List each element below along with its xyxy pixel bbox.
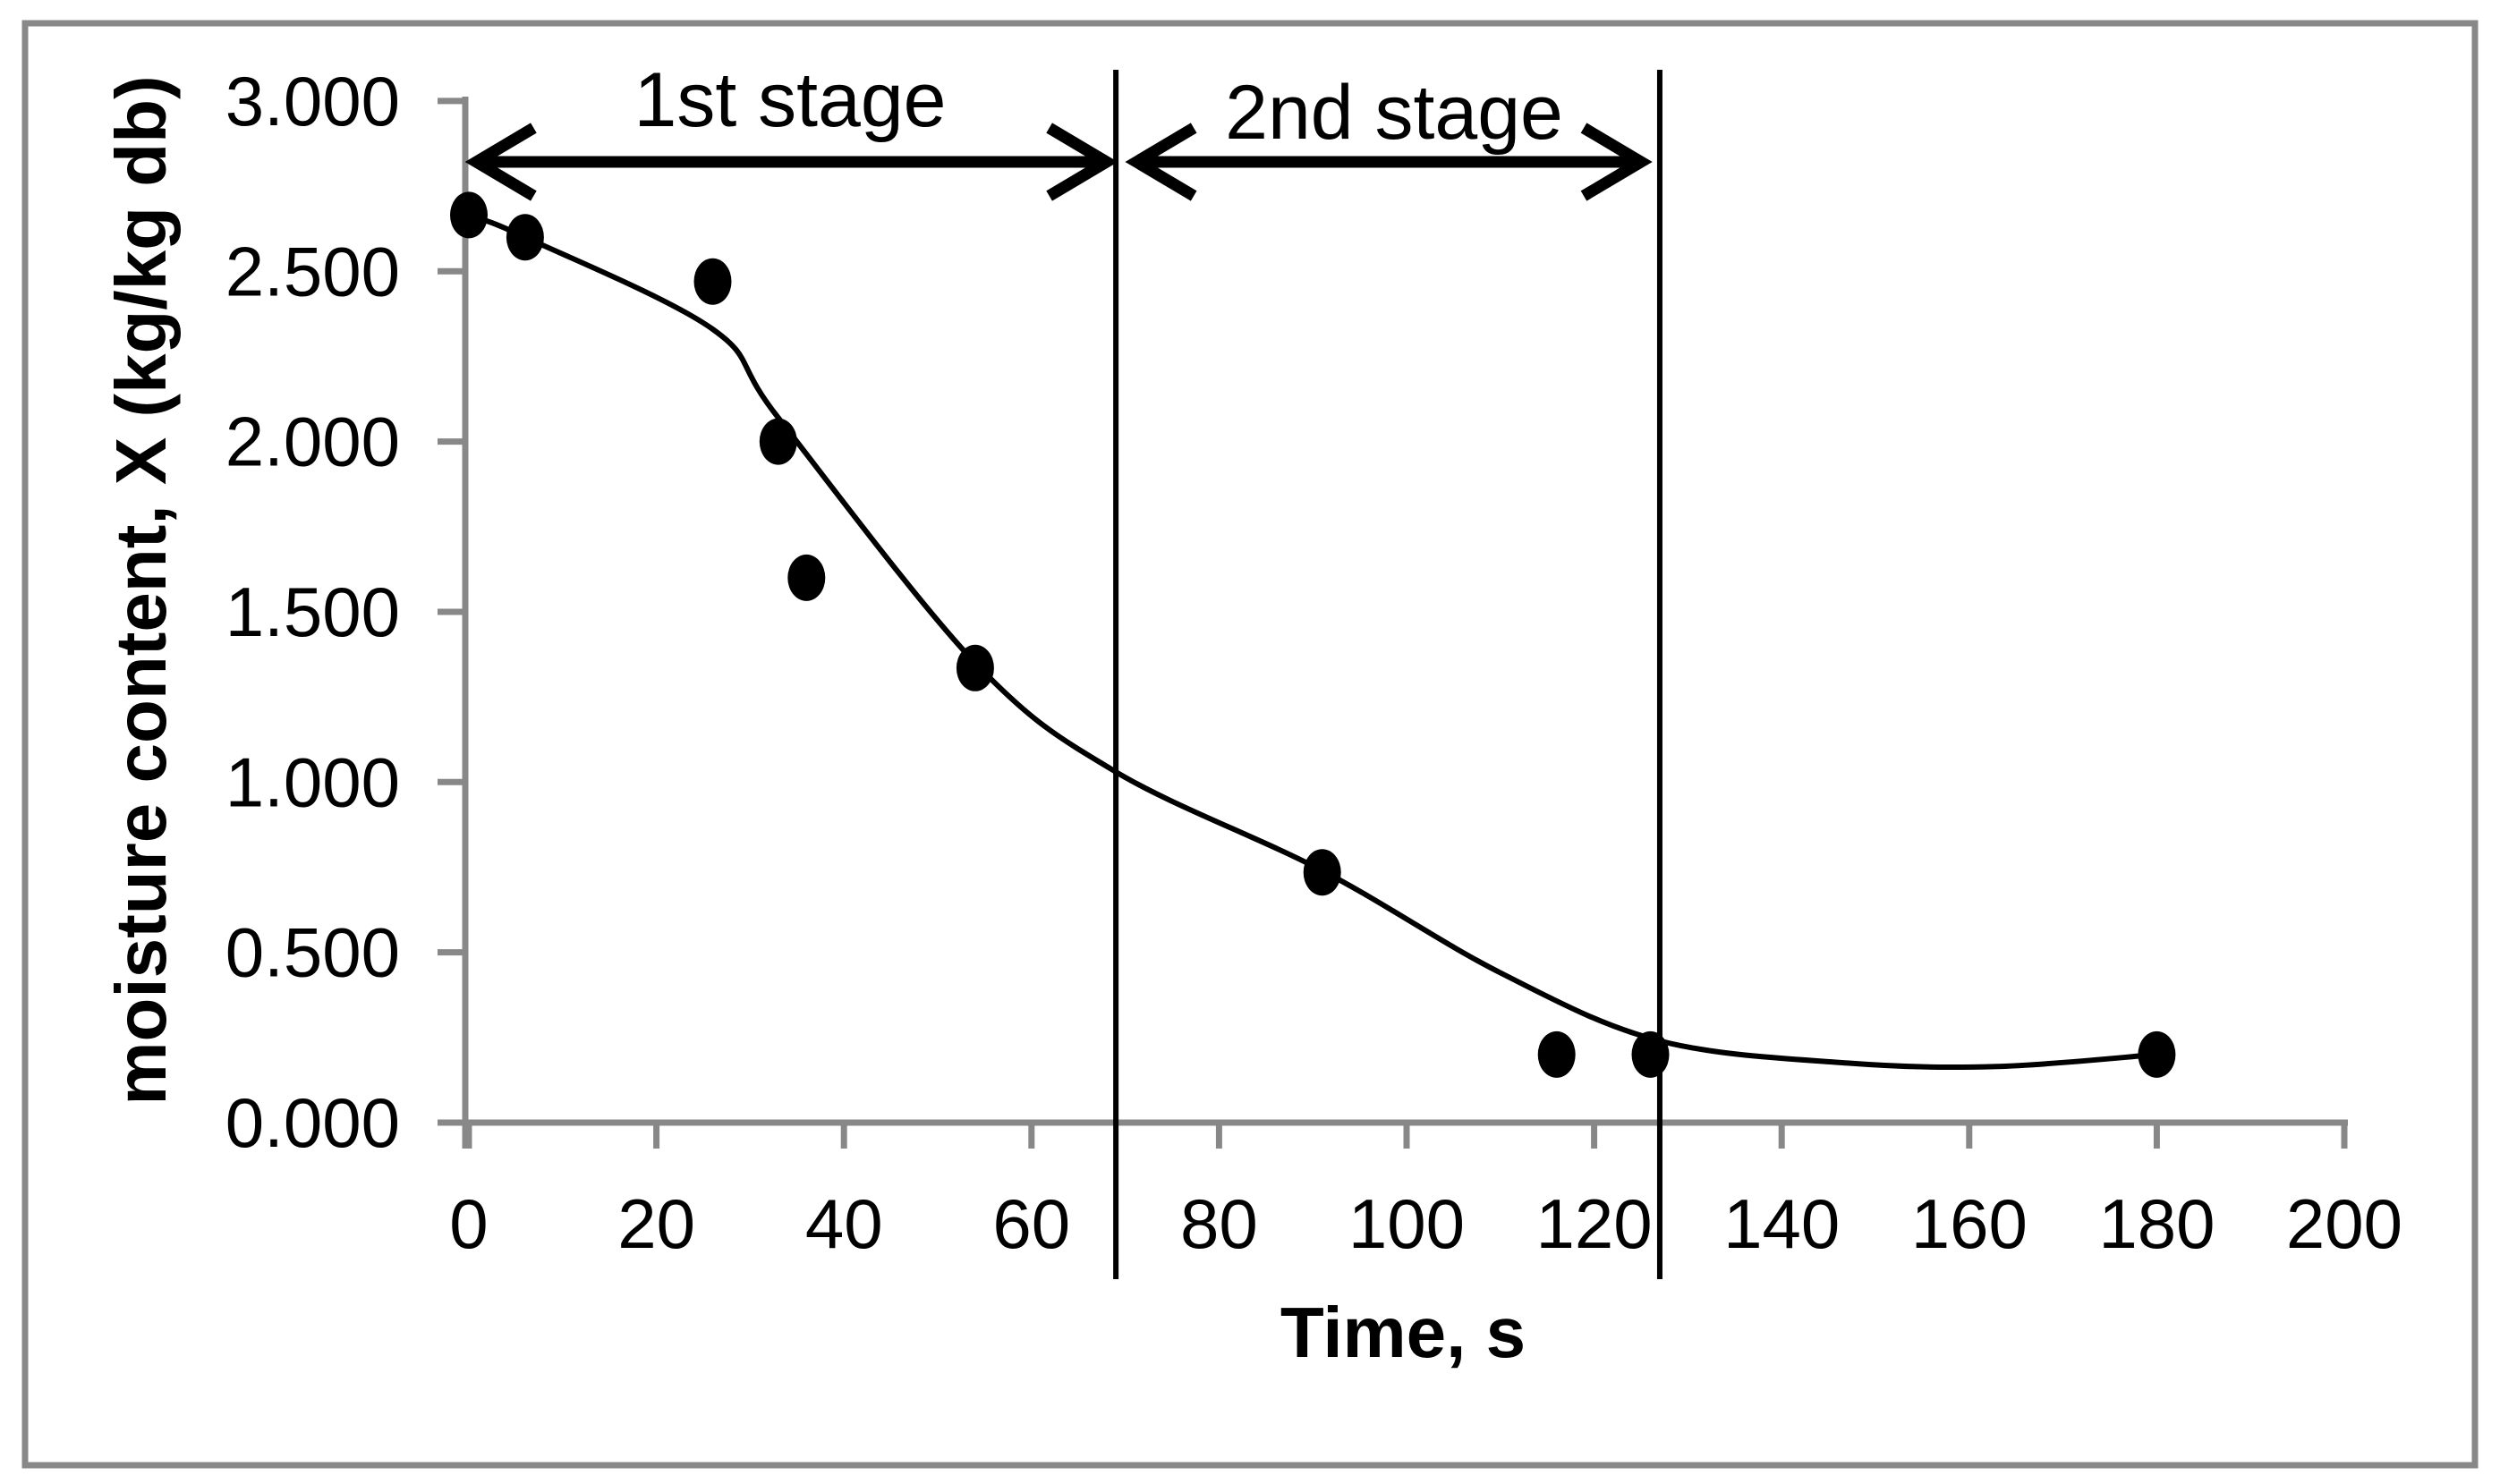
x-tick-label: 140	[1723, 1184, 1840, 1263]
data-point	[1303, 849, 1341, 896]
double-arrow	[1125, 123, 1653, 201]
x-tick-label: 40	[805, 1184, 883, 1263]
data-point	[2138, 1030, 2176, 1078]
x-tick-label: 200	[2286, 1184, 2402, 1263]
y-tick-label: 0.500	[225, 913, 400, 992]
x-tick-label: 80	[1180, 1184, 1258, 1263]
y-axis-tick-labels: 0.000 0.500 1.000 1.500 2.000 2.500 3.000	[225, 62, 400, 1162]
x-axis-title: Time, s	[1280, 1293, 1526, 1372]
data-point	[787, 554, 826, 601]
data-point	[506, 214, 544, 261]
data-point	[759, 418, 797, 465]
x-tick-label: 60	[992, 1184, 1070, 1263]
y-tick-label: 0.000	[225, 1083, 400, 1162]
data-point	[956, 644, 994, 691]
x-tick-label: 160	[1911, 1184, 2028, 1263]
stage-range-arrows	[464, 123, 1653, 201]
arrowhead-right-icon	[1046, 123, 1118, 201]
double-arrow	[464, 123, 1118, 201]
fitted-curve-path	[467, 212, 2157, 1070]
stage-1-label: 1st stage	[634, 57, 947, 143]
x-tick-label: 0	[449, 1184, 488, 1263]
fitted-curve	[467, 212, 2157, 1070]
x-tick-label: 20	[617, 1184, 695, 1263]
y-tick-label: 1.000	[225, 742, 400, 821]
chart-border	[21, 20, 2479, 1469]
data-point	[1537, 1030, 1576, 1078]
y-axis-title: moisture content, X (kg/kg db)	[101, 75, 181, 1105]
data-point	[450, 191, 488, 239]
arrowhead-right-icon	[1580, 123, 1653, 201]
x-tick-label: 120	[1536, 1184, 1653, 1263]
data-point	[693, 258, 732, 305]
stage-2-label: 2nd stage	[1225, 70, 1563, 156]
data-point	[1631, 1030, 1670, 1078]
data-points	[450, 191, 2176, 1078]
y-tick-label: 1.500	[225, 572, 400, 651]
arrowhead-left-icon	[1125, 123, 1197, 201]
y-tick-label: 3.000	[225, 62, 400, 140]
stage-boundary-lines	[1113, 70, 1662, 1279]
y-tick-label: 2.000	[225, 403, 400, 481]
x-tick-label: 180	[2098, 1184, 2215, 1263]
x-tick-label: 100	[1348, 1184, 1465, 1263]
y-tick-label: 2.500	[225, 232, 400, 310]
arrowhead-left-icon	[464, 123, 537, 201]
x-axis-ticks	[465, 1123, 2348, 1149]
y-axis-ticks	[438, 98, 465, 1126]
x-axis-tick-labels: 0 20 40 60 80 100 120 140 160 180 200	[449, 1184, 2402, 1263]
